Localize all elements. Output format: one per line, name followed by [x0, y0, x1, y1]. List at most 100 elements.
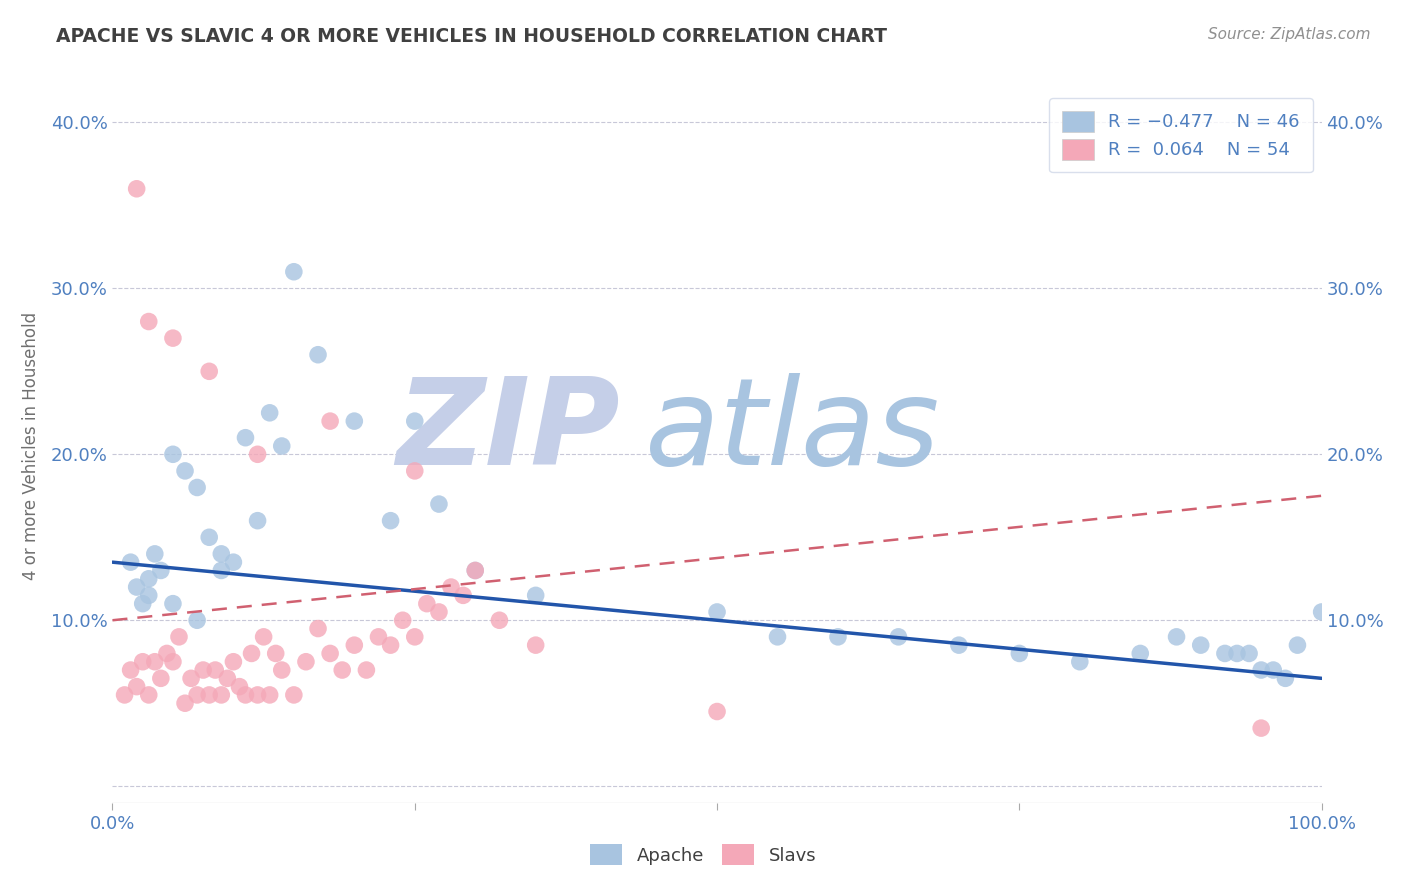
Point: [186, 481, 208, 495]
Point: [209, 688, 232, 702]
Point: [125, 182, 148, 196]
Point: [120, 555, 142, 569]
Point: [264, 647, 287, 661]
Point: [162, 655, 184, 669]
Point: [380, 638, 402, 652]
Point: [343, 638, 366, 652]
Point: [1263, 663, 1285, 677]
Point: [162, 331, 184, 345]
Point: [488, 613, 510, 627]
Point: [180, 671, 202, 685]
Point: [156, 647, 179, 661]
Point: [114, 688, 136, 702]
Y-axis label: 4 or more Vehicles in Household: 4 or more Vehicles in Household: [21, 312, 39, 580]
Point: [451, 588, 474, 602]
Point: [367, 630, 389, 644]
Point: [162, 447, 184, 461]
Point: [1129, 647, 1152, 661]
Point: [174, 464, 197, 478]
Point: [1213, 647, 1236, 661]
Point: [391, 613, 413, 627]
Point: [132, 597, 155, 611]
Point: [186, 688, 208, 702]
Point: [246, 447, 269, 461]
Point: [246, 514, 269, 528]
Point: [1274, 671, 1296, 685]
Point: [162, 597, 184, 611]
Point: [1237, 647, 1260, 661]
Point: [427, 605, 450, 619]
Point: [948, 638, 970, 652]
Point: [198, 530, 221, 544]
Point: [138, 688, 160, 702]
Point: [307, 348, 329, 362]
Point: [143, 655, 166, 669]
Point: [1250, 663, 1272, 677]
Point: [1310, 605, 1333, 619]
Point: [356, 663, 378, 677]
Text: Source: ZipAtlas.com: Source: ZipAtlas.com: [1208, 27, 1371, 42]
Point: [319, 414, 342, 428]
Point: [1008, 647, 1031, 661]
Point: [240, 647, 263, 661]
Point: [283, 688, 305, 702]
Point: [259, 406, 281, 420]
Point: [149, 564, 172, 578]
Point: [209, 547, 232, 561]
Point: [198, 364, 221, 378]
Point: [149, 671, 172, 685]
Point: [404, 630, 426, 644]
Point: [1286, 638, 1309, 652]
Point: [209, 564, 232, 578]
Point: [343, 414, 366, 428]
Point: [427, 497, 450, 511]
Point: [1069, 655, 1091, 669]
Point: [283, 265, 305, 279]
Point: [143, 547, 166, 561]
Point: [270, 663, 292, 677]
Point: [766, 630, 789, 644]
Point: [464, 564, 486, 578]
Point: [138, 572, 160, 586]
Point: [198, 688, 221, 702]
Point: [138, 314, 160, 328]
Point: [217, 671, 239, 685]
Point: [307, 622, 329, 636]
Point: [706, 705, 728, 719]
Point: [174, 696, 197, 710]
Point: [1166, 630, 1188, 644]
Point: [706, 605, 728, 619]
Point: [887, 630, 910, 644]
Point: [253, 630, 276, 644]
Point: [125, 680, 148, 694]
Point: [186, 613, 208, 627]
Point: [222, 555, 245, 569]
Point: [464, 564, 486, 578]
Point: [440, 580, 463, 594]
Point: [380, 514, 402, 528]
Point: [827, 630, 849, 644]
Point: [228, 680, 250, 694]
Point: [270, 439, 292, 453]
Point: [120, 663, 142, 677]
Point: [524, 638, 547, 652]
Point: [1189, 638, 1212, 652]
Point: [259, 688, 281, 702]
Point: [167, 630, 190, 644]
Point: [235, 431, 257, 445]
Point: [246, 688, 269, 702]
Legend: Apache, Slavs: Apache, Slavs: [581, 835, 825, 874]
Point: [404, 414, 426, 428]
Point: [204, 663, 226, 677]
Point: [191, 663, 215, 677]
Point: [125, 580, 148, 594]
Point: [138, 588, 160, 602]
Point: [416, 597, 439, 611]
Point: [1226, 647, 1249, 661]
Point: [235, 688, 257, 702]
Text: atlas: atlas: [644, 373, 939, 491]
Text: APACHE VS SLAVIC 4 OR MORE VEHICLES IN HOUSEHOLD CORRELATION CHART: APACHE VS SLAVIC 4 OR MORE VEHICLES IN H…: [56, 27, 887, 45]
Point: [132, 655, 155, 669]
Point: [222, 655, 245, 669]
Point: [295, 655, 318, 669]
